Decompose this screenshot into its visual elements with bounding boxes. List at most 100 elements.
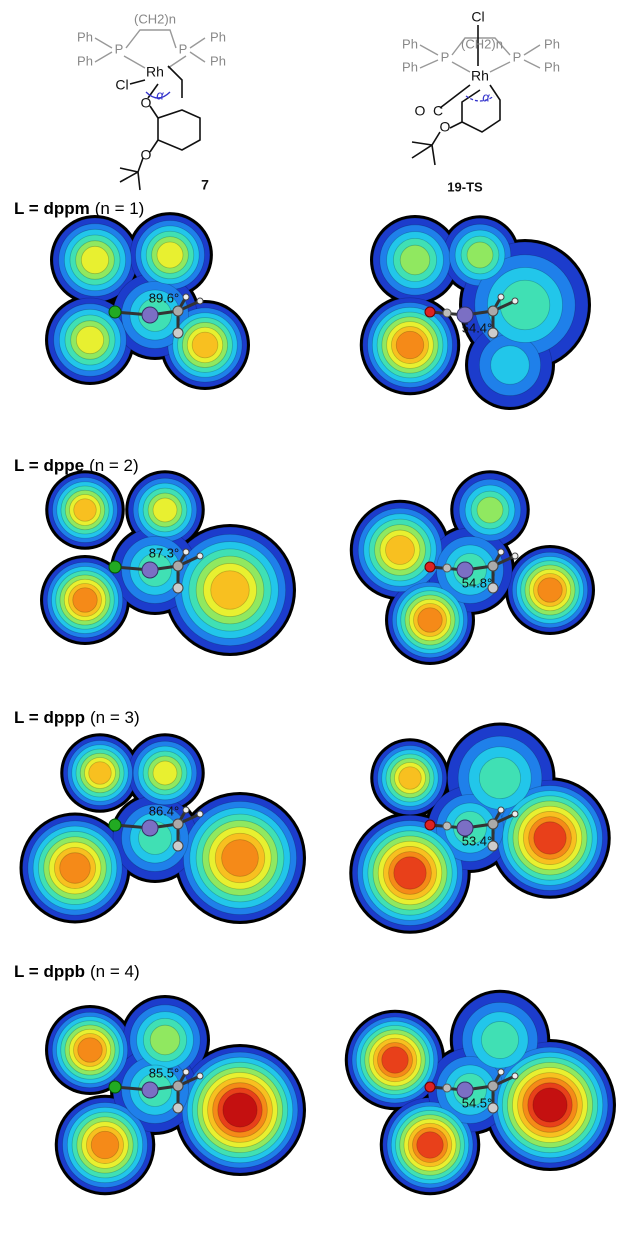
- map-contour: [534, 822, 566, 854]
- o-atom: [425, 820, 435, 830]
- compound-label: 7: [201, 177, 209, 193]
- map-contour: [78, 1038, 103, 1063]
- h-atom: [197, 811, 203, 817]
- map-contour: [399, 767, 422, 790]
- c-atom: [443, 309, 451, 317]
- o-atom: [425, 1082, 435, 1092]
- map-contour: [153, 761, 177, 785]
- map-contour: [382, 1047, 409, 1074]
- map-contour: [479, 757, 520, 798]
- h-atom: [498, 549, 504, 555]
- c-atom: [488, 819, 498, 829]
- atom: P: [513, 49, 522, 64]
- map-contour: [481, 1021, 518, 1058]
- map-contour: [386, 536, 415, 565]
- angle-label: 54.8°: [462, 575, 493, 590]
- h-atom: [183, 1069, 189, 1075]
- c-atom: [488, 306, 498, 316]
- c-atom: [173, 819, 183, 829]
- steric-map: 53.4°: [349, 723, 611, 934]
- h-atom: [197, 1073, 203, 1079]
- atom: Ph: [210, 53, 226, 68]
- atom: Ph: [402, 59, 418, 74]
- figure: Ph Ph P (CH2)n P Ph Ph Rh Cl O O α 7 Cl …: [0, 0, 627, 1244]
- map-contour: [394, 857, 426, 889]
- steric-map: 85.5°: [45, 995, 306, 1195]
- rh-atom: [142, 1082, 158, 1098]
- atom: Ph: [544, 59, 560, 74]
- h-atom: [512, 811, 518, 817]
- atom: (CH2)n: [461, 36, 503, 51]
- map-contour: [222, 840, 259, 877]
- c-atom: [173, 306, 183, 316]
- rh-atom: [142, 820, 158, 836]
- h-atom: [512, 553, 518, 559]
- angle-label: 87.3°: [149, 545, 180, 560]
- map-contour: [157, 242, 183, 268]
- ligand-n: (n = 3): [90, 708, 140, 727]
- cl-atom: [109, 819, 121, 831]
- c-atom: [173, 1081, 183, 1091]
- atom: C: [433, 103, 443, 119]
- angle-label: 86.4°: [149, 803, 180, 818]
- structure-7: Ph Ph P (CH2)n P Ph Ph Rh Cl O O α 7: [77, 11, 226, 192]
- c-atom: [173, 1103, 183, 1113]
- atom: Ph: [77, 53, 93, 68]
- map-contour: [418, 608, 443, 633]
- atom: Ph: [210, 29, 226, 44]
- atom: Rh: [146, 64, 164, 80]
- atom: Rh: [471, 68, 489, 84]
- c-atom: [488, 561, 498, 571]
- angle-label: 54.5°: [462, 1095, 493, 1110]
- map-contour: [76, 326, 103, 353]
- map-contour: [396, 331, 424, 359]
- map-contour: [491, 346, 530, 385]
- atom: α: [482, 89, 490, 104]
- map-contour: [153, 498, 177, 522]
- atom: Cl: [471, 9, 484, 25]
- h-atom: [183, 807, 189, 813]
- steric-map: 86.4°: [20, 733, 307, 924]
- ligand-name: L = dppb: [14, 962, 85, 981]
- c-atom: [173, 841, 183, 851]
- map-contour: [91, 1131, 119, 1159]
- atom: Ph: [77, 29, 93, 44]
- h-atom: [197, 553, 203, 559]
- map-contour: [417, 1132, 444, 1159]
- c-atom: [173, 561, 183, 571]
- map-contour: [73, 588, 98, 613]
- atom: O: [141, 147, 152, 163]
- o-atom: [425, 562, 435, 572]
- map-contour: [538, 578, 563, 603]
- compound-label: 19-TS: [447, 179, 483, 194]
- map-contour: [533, 1088, 567, 1122]
- cl-atom: [109, 1081, 121, 1093]
- atom: Ph: [544, 36, 560, 51]
- map-contour: [192, 332, 218, 358]
- c-atom: [443, 1084, 451, 1092]
- steric-map: 87.3°: [40, 470, 296, 656]
- atom: (CH2)n: [134, 11, 176, 26]
- ligand-n: (n = 4): [90, 962, 140, 981]
- map-contour: [477, 497, 503, 523]
- steric-map: 54.5°: [345, 990, 616, 1196]
- map-contour: [74, 499, 97, 522]
- map-contour: [400, 245, 430, 275]
- atom: P: [179, 41, 188, 56]
- h-atom: [498, 807, 504, 813]
- atom: P: [115, 41, 124, 56]
- map-contour: [211, 571, 250, 610]
- atom: O: [440, 119, 451, 135]
- steric-map: 54.8°: [350, 470, 595, 665]
- c-atom: [488, 1081, 498, 1091]
- angle-label: 53.4°: [462, 833, 493, 848]
- cl-atom: [109, 561, 121, 573]
- cl-atom: [109, 306, 121, 318]
- angle-label: 89.6°: [149, 290, 180, 305]
- c-atom: [173, 328, 183, 338]
- c-atom: [443, 564, 451, 572]
- structure-19ts: Cl Ph Ph P (CH2)n P Ph Ph Rh O C α O 19-…: [402, 9, 560, 195]
- h-atom: [498, 294, 504, 300]
- atom: Cl: [115, 77, 128, 93]
- ligand-name: L = dppp: [14, 708, 85, 727]
